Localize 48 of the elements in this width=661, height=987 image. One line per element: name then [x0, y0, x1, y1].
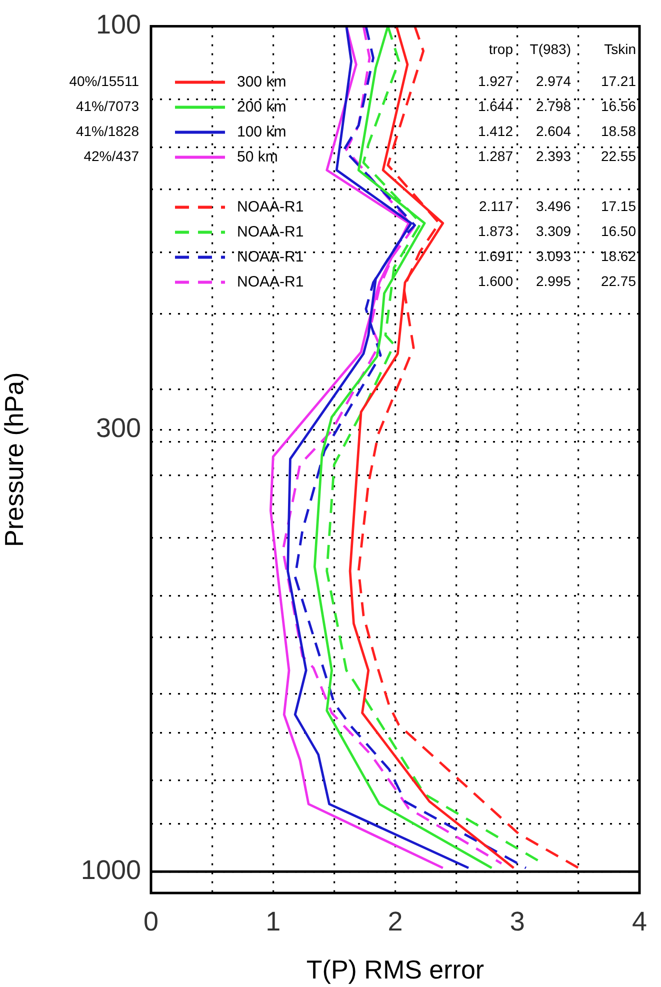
legend-label: NOAA-R1	[237, 248, 304, 266]
annotation: 3.309	[536, 223, 572, 240]
annotation: 2.798	[536, 98, 572, 114]
annotation: T(983)	[530, 41, 571, 58]
legend-label: 50 km	[237, 148, 278, 166]
y-tick-label: 100	[96, 10, 141, 40]
x-tick-label: 4	[632, 906, 648, 937]
annotation: 1.927	[478, 73, 514, 90]
x-tick-label: 0	[143, 906, 159, 937]
annotation: Tskin	[604, 41, 636, 58]
annotation: 2.995	[536, 273, 572, 290]
annotation: 2.393	[536, 148, 572, 164]
annotation: 2.974	[536, 73, 572, 90]
annotation: 16.50	[600, 223, 636, 240]
legend-label: NOAA-R1	[237, 198, 304, 216]
text: 40%/15511	[69, 73, 140, 90]
annotation: 2.604	[536, 123, 572, 140]
y-tick-label: 300	[96, 413, 141, 444]
annotation: 18.62	[600, 248, 636, 264]
annotation: trop	[488, 41, 514, 58]
legend-label: 200 km	[237, 98, 286, 116]
x-tick-label: 3	[510, 906, 525, 937]
annotation: 17.15	[600, 198, 636, 214]
x-tick-label: 2	[388, 906, 403, 937]
annotation: 16.56	[600, 98, 636, 114]
text: 42%/437	[84, 148, 140, 164]
annotation: 18.58	[600, 123, 636, 140]
annotation: 1.873	[478, 223, 514, 240]
x-axis-title: T(P) RMS error	[306, 954, 484, 985]
annotation: 1.412	[478, 123, 514, 140]
text: 41%/1828	[76, 123, 140, 140]
legend-label: 300 km	[237, 73, 286, 90]
legend-label: NOAA-R1	[237, 223, 304, 240]
annotation: 22.75	[600, 273, 636, 290]
annotation: 1.287	[478, 148, 514, 164]
annotation: 3.496	[536, 198, 572, 214]
annotation: 17.21	[600, 73, 636, 90]
annotation: 1.600	[478, 273, 514, 290]
annotation: 22.55	[600, 148, 636, 164]
x-tick-label: 1	[266, 906, 281, 937]
annotation: 1.691	[478, 248, 514, 264]
y-tick-label: 1000	[80, 855, 141, 886]
text: 41%/7073	[76, 98, 140, 114]
y-axis-title: Pressure (hPa)	[0, 372, 29, 548]
legend-label: 100 km	[237, 123, 286, 140]
annotation: 2.117	[479, 198, 514, 214]
legend-label: NOAA-R1	[237, 273, 304, 290]
annotation: 1.644	[478, 98, 514, 114]
